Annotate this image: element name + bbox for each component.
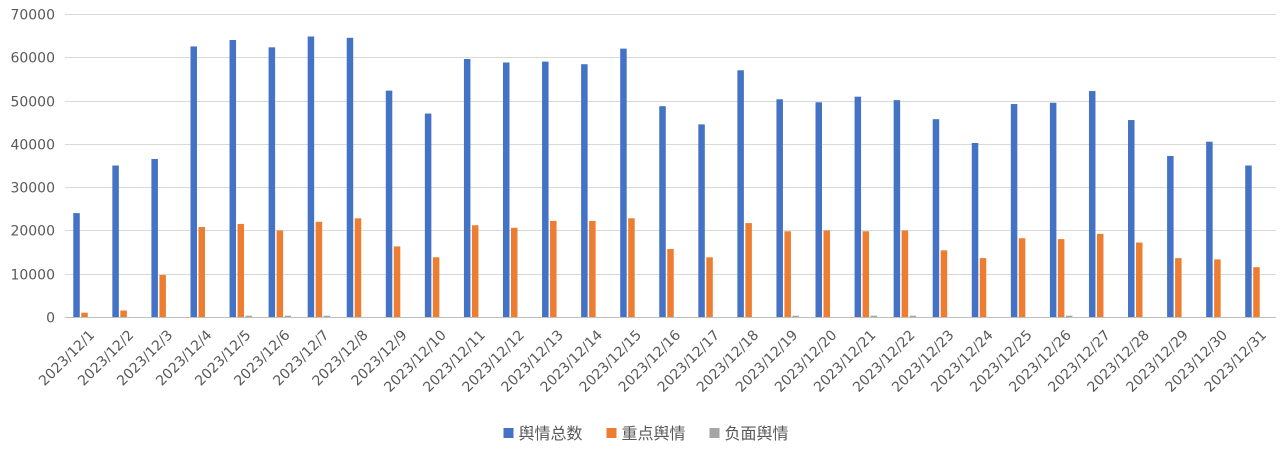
bar-key [510,227,518,317]
legend-swatch [709,428,720,438]
gridlines [65,14,1276,318]
bar-total [776,99,783,318]
bar-key [745,223,752,317]
bar-total [1128,120,1135,317]
bar-total [73,213,80,317]
bar-negative [323,315,331,317]
y-tick-label: 70000 [10,8,55,24]
bar-total [190,46,197,318]
bar-key [354,218,362,317]
y-tick-label: 10000 [10,268,55,284]
bar-key [1018,238,1026,317]
bar-key [432,257,440,317]
y-axis-ticks: 0 10000 20000 30000 40000 50000 60000 70000 [10,8,55,327]
y-tick-label: 30000 [10,181,55,197]
bar-total [581,64,588,318]
bar-total [1206,141,1213,317]
bar-negative [284,315,292,317]
legend-label: 负面舆情 [725,424,789,443]
bar-total [737,70,744,318]
y-tick-label: 60000 [10,51,55,67]
bar-key [1136,242,1143,317]
bar-key [120,310,127,317]
bar-negative [909,315,917,317]
bar-key [81,312,88,317]
legend-label: 舆情总数 [519,424,583,443]
bar-negative [245,315,253,317]
bar-key [628,218,635,317]
bar-total [971,142,979,317]
bar-total [1010,104,1018,317]
bar-key [1057,239,1065,317]
bar-key [1175,258,1182,317]
bar-total [815,102,823,317]
bar-total [1245,165,1252,317]
legend: 舆情总数 重点舆情 负面舆情 [503,424,789,443]
bar-negative [870,315,878,317]
bar-total [112,165,119,317]
y-tick-label: 0 [46,311,55,327]
bar-key [1253,267,1260,317]
bar-key [198,226,205,317]
legend-label: 重点舆情 [622,424,686,443]
bar-key [901,230,909,317]
bar-total [698,124,705,317]
bar-total [463,59,471,318]
bar-total [502,62,510,318]
legend-swatch [606,428,617,438]
bar-key [706,257,713,317]
bar-total [620,48,627,317]
bar-total [1088,91,1096,317]
bar-total [385,90,393,318]
y-tick-label: 50000 [10,95,55,111]
bar-key [589,220,596,317]
bar-total [893,100,901,317]
bar-total [542,61,549,317]
bar-key [1214,259,1221,317]
bar-total [1049,102,1057,318]
bar-total [854,96,862,318]
bar-total [932,119,940,318]
bar-total [268,47,276,317]
bar-total [151,159,158,317]
bar-key [237,223,245,317]
bar-key [315,221,323,317]
bar-total [659,106,666,317]
bar-key [471,225,479,317]
bar-key [276,230,284,317]
bar-key [940,250,948,317]
x-axis-ticks: 2023/12/12023/12/22023/12/32023/12/42023… [36,327,1270,395]
bar-negative [792,315,799,317]
y-tick-label: 20000 [10,224,55,240]
bar-key [862,231,870,317]
bar-key [393,246,401,317]
legend-swatch [503,428,514,438]
bar-total [346,37,354,318]
bar-total [307,36,315,317]
bar-key [159,275,166,317]
bar-key [667,249,674,317]
y-tick-label: 40000 [10,138,55,154]
bar-key [1096,233,1104,317]
bar-key [979,258,987,317]
bar-total [1167,155,1174,317]
bar-key [784,231,791,317]
bar-key [823,230,831,317]
bar-negative [1065,315,1073,317]
bar-total [229,39,237,317]
bars [73,36,1260,318]
bar-total [424,113,432,317]
bar-key [550,220,557,317]
